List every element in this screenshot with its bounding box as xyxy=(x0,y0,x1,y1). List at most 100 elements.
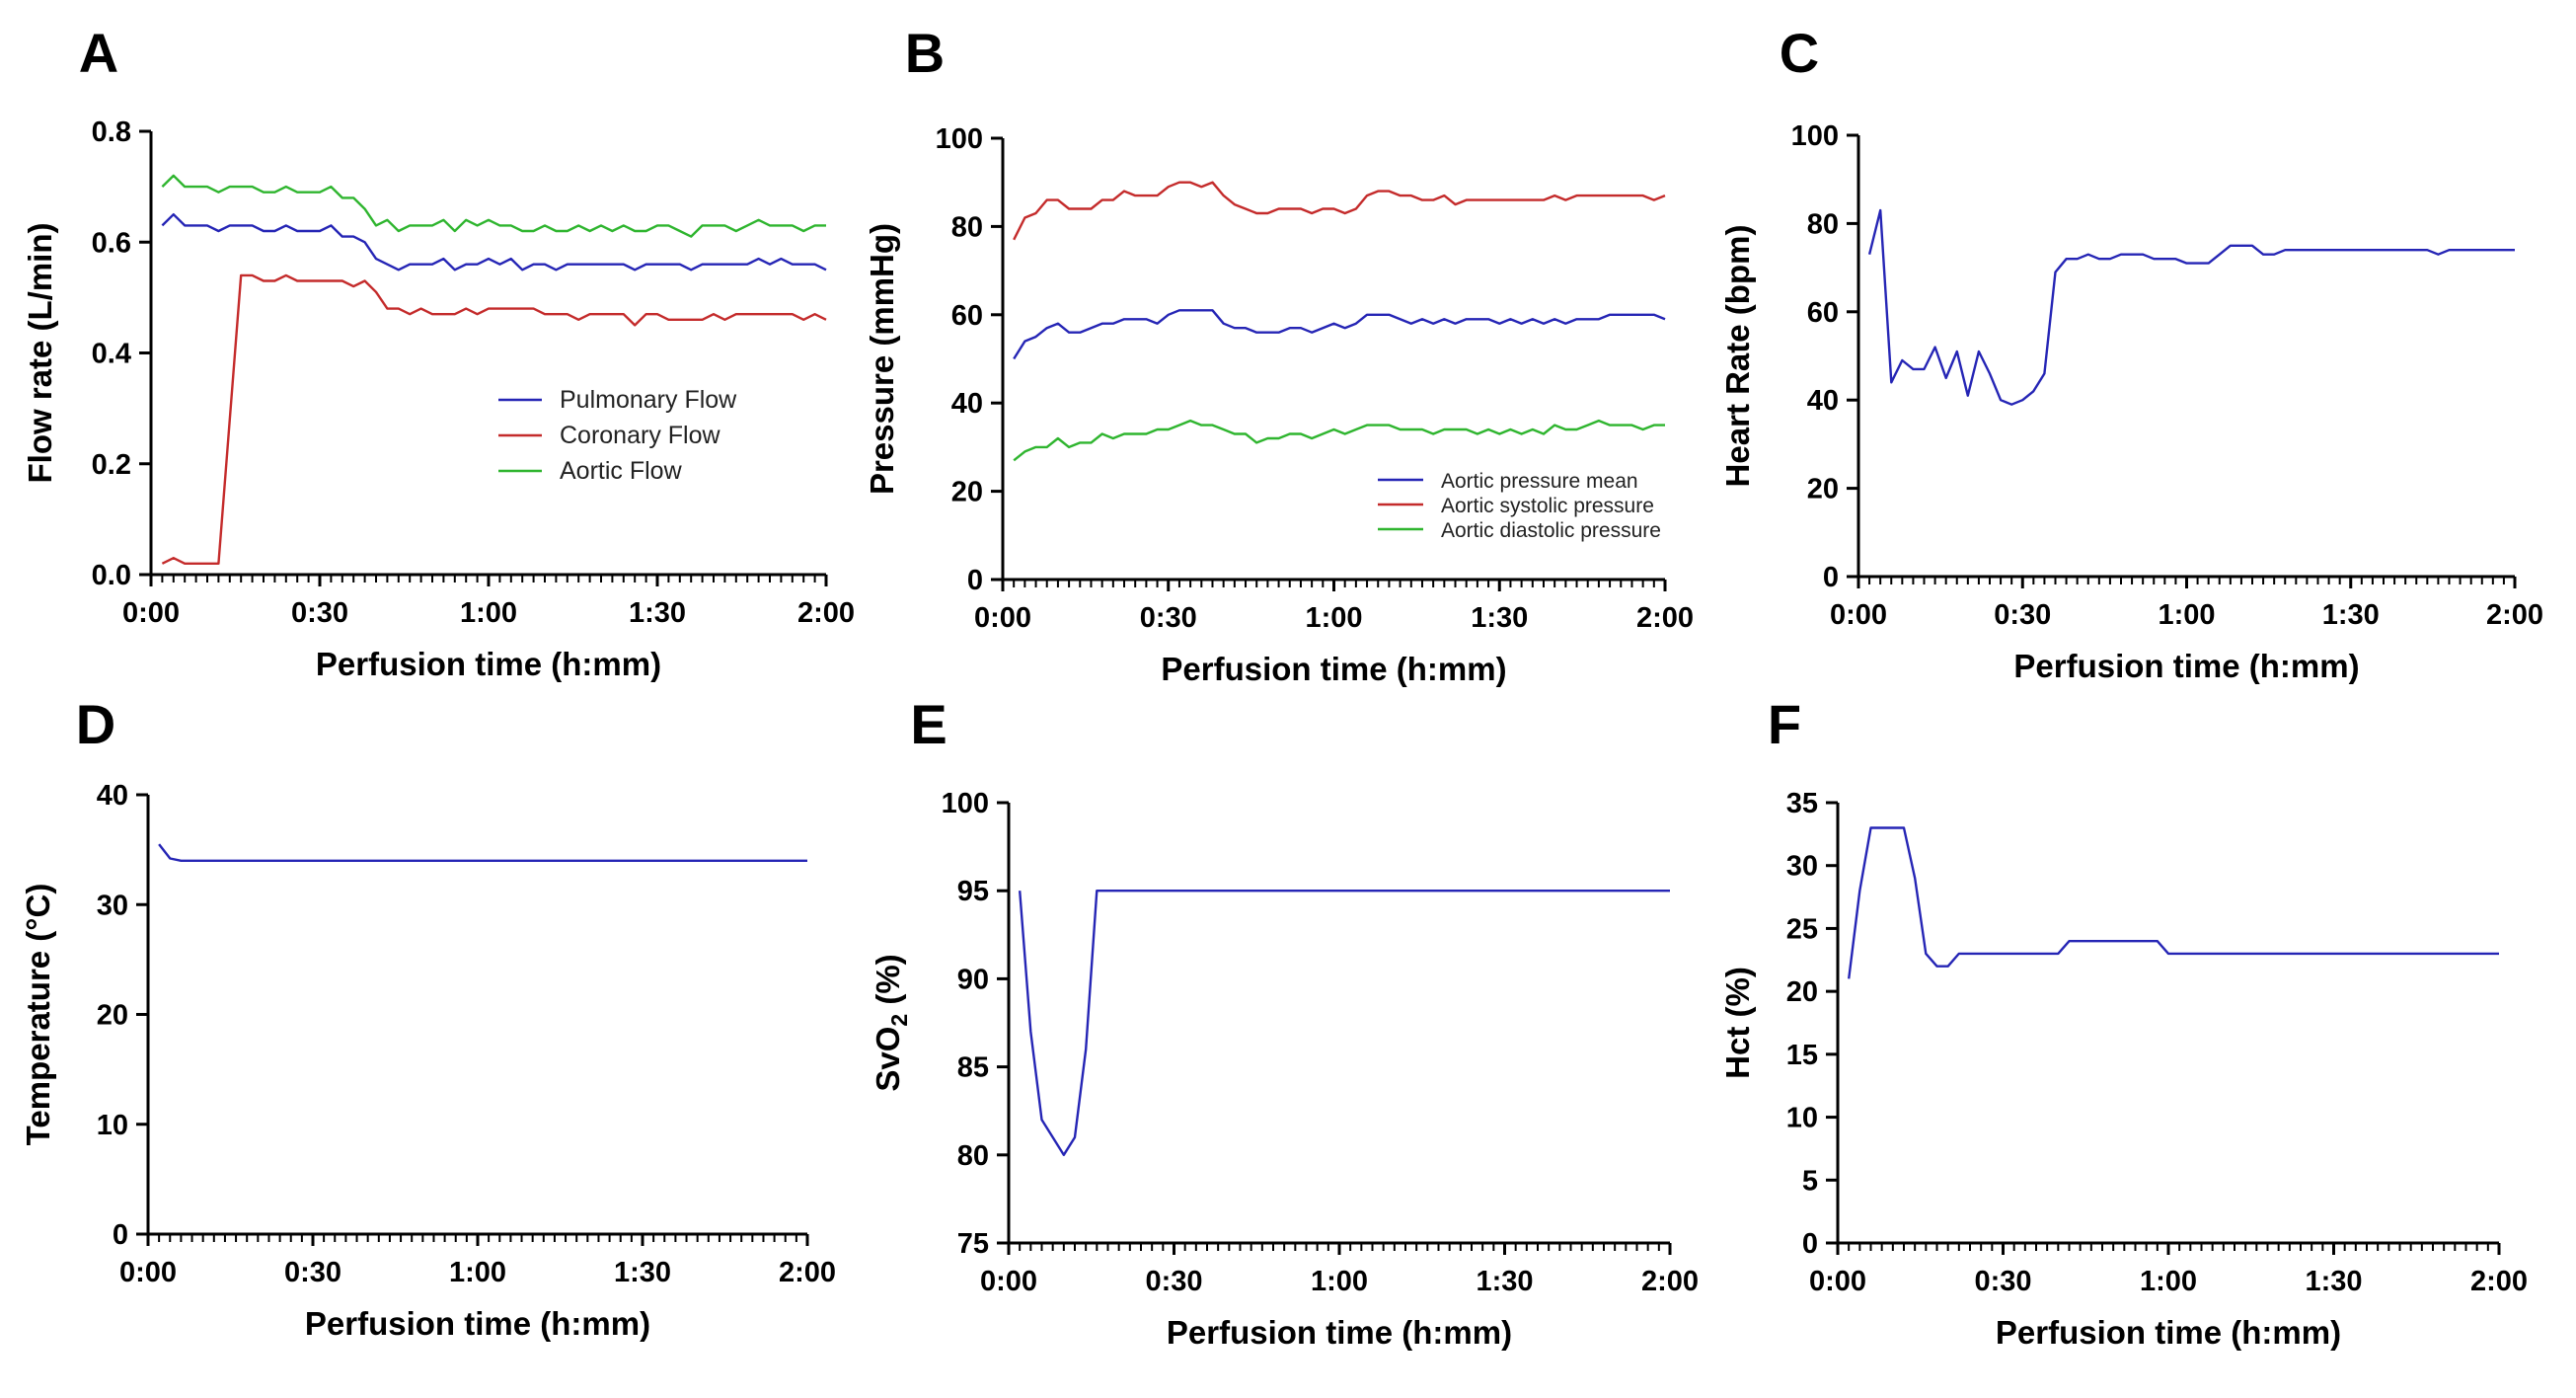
panel-letter-f: F xyxy=(1768,693,1801,755)
y-tick-label: 0 xyxy=(967,565,983,596)
x-tick-label: 2:00 xyxy=(2486,599,2543,631)
legend-entry: Aortic diastolic pressure xyxy=(1441,519,1661,542)
x-tick-label: 1:00 xyxy=(1311,1266,1368,1297)
panel-letter-d: D xyxy=(76,693,115,755)
y-tick-label: 60 xyxy=(1807,297,1839,329)
y-axis-title: Temperature (°C) xyxy=(20,884,56,1146)
x-tick-label: 1:00 xyxy=(2158,599,2215,631)
panel-f: F 0 5 10 15 20 25 30 35 0:00 0:30 1:00 1:30 2:00 Perfu… xyxy=(1719,693,2528,1351)
y-tick-label: 5 xyxy=(1802,1165,1818,1197)
x-axis-title: Perfusion time (h:mm) xyxy=(1167,1314,1512,1351)
y-axis-title-subscript: 2 xyxy=(886,1014,912,1027)
y-tick-label: 100 xyxy=(942,788,989,819)
y-axis-title-main: SvO xyxy=(870,1027,906,1092)
y-tick-label: 35 xyxy=(1786,788,1818,819)
x-tick-label: 0:00 xyxy=(119,1257,177,1288)
x-tick-label: 2:00 xyxy=(797,597,855,629)
x-tick-label: 0:30 xyxy=(284,1257,341,1288)
y-axis-title-unit: (%) xyxy=(870,954,906,1014)
y-tick-label: 0.2 xyxy=(92,449,131,481)
series-line-pulmonary-flow xyxy=(161,212,827,272)
x-tick-label: 2:00 xyxy=(1636,602,1694,634)
panel-e: E 75 80 85 90 95 100 0:00 0:30 1:00 1:30 2:00 Perfus… xyxy=(870,693,1699,1351)
series-line-coronary-flow xyxy=(161,273,827,565)
y-tick-label: 100 xyxy=(936,123,983,155)
panel-a: A 0.0 0.2 0.4 0.6 0.8 0:00 0:30 1:00 1:30 2:00 Perf… xyxy=(22,22,855,682)
y-axis-title: Heart Rate (bpm) xyxy=(1719,225,1756,488)
x-tick-label: 1:30 xyxy=(629,597,686,629)
x-tick-label: 0:30 xyxy=(1140,602,1197,634)
y-tick-label: 20 xyxy=(97,1000,128,1032)
legend-entry: Pulmonary Flow xyxy=(560,386,737,414)
series-line-aortic-pressure-mean xyxy=(1013,309,1666,360)
y-tick-label: 0.0 xyxy=(92,560,131,591)
x-tick-label: 2:00 xyxy=(2470,1266,2528,1297)
x-tick-label: 1:30 xyxy=(2305,1266,2362,1297)
x-axis-title: Perfusion time (h:mm) xyxy=(316,646,661,682)
x-tick-label: 0:00 xyxy=(1830,599,1887,631)
y-axis-title: Pressure (mmHg) xyxy=(864,223,900,495)
series-line-heart-rate xyxy=(1867,208,2515,406)
y-tick-label: 20 xyxy=(951,477,983,508)
x-tick-label: 0:30 xyxy=(1974,1266,2031,1297)
x-tick-label: 2:00 xyxy=(1641,1266,1699,1297)
legend-entry: Aortic pressure mean xyxy=(1441,470,1638,493)
y-tick-label: 15 xyxy=(1786,1040,1818,1071)
y-tick-label: 0.6 xyxy=(92,227,131,259)
y-tick-label: 40 xyxy=(1807,385,1839,417)
y-tick-label: 60 xyxy=(951,300,983,332)
x-tick-label: 1:30 xyxy=(614,1257,671,1288)
x-axis-title: Perfusion time (h:mm) xyxy=(1161,651,1506,687)
series-line-aortic-diastolic-pressure xyxy=(1013,419,1665,462)
x-tick-label: 0:30 xyxy=(1994,599,2051,631)
panel-letter-c: C xyxy=(1780,22,1819,84)
y-tick-label: 10 xyxy=(97,1110,128,1141)
series-line-svo2 xyxy=(1019,890,1670,1157)
y-tick-label: 0 xyxy=(1823,562,1839,593)
y-tick-label: 0.4 xyxy=(92,339,131,370)
x-tick-label: 0:00 xyxy=(1809,1266,1866,1297)
series-line-hct xyxy=(1848,826,2499,979)
x-tick-label: 0:30 xyxy=(1145,1266,1202,1297)
x-tick-label: 1:30 xyxy=(2322,599,2380,631)
y-tick-label: 40 xyxy=(97,780,128,812)
y-axis-title: Flow rate (L/min) xyxy=(22,223,58,484)
x-tick-label: 0:00 xyxy=(122,597,180,629)
panel-letter-b: B xyxy=(905,22,945,84)
y-axis-title: Hct (%) xyxy=(1719,967,1756,1079)
y-tick-label: 0 xyxy=(1802,1228,1818,1260)
panel-c: C 0 20 40 60 80 100 0:00 0:30 1:00 1:30 2:00 Perfusi… xyxy=(1719,22,2543,684)
legend: Pulmonary Flow Coronary Flow Aortic Flow xyxy=(498,386,737,485)
y-tick-label: 80 xyxy=(951,211,983,243)
series-line-temperature xyxy=(158,843,807,862)
y-tick-label: 25 xyxy=(1786,913,1818,945)
panel-letter-e: E xyxy=(910,693,947,755)
series-line-aortic-systolic-pressure xyxy=(1013,181,1666,241)
x-tick-label: 1:00 xyxy=(460,597,517,629)
legend-entry: Aortic Flow xyxy=(560,457,683,485)
y-tick-label: 0.8 xyxy=(92,116,131,148)
x-tick-label: 0:00 xyxy=(974,602,1031,634)
panel-b: B 0 20 40 60 80 100 0:00 0:30 1:00 1:30 2:00 Perfusi… xyxy=(864,22,1694,687)
y-tick-label: 0 xyxy=(113,1219,128,1251)
y-tick-label: 40 xyxy=(951,388,983,420)
x-tick-label: 2:00 xyxy=(779,1257,836,1288)
x-tick-label: 1:00 xyxy=(2140,1266,2197,1297)
y-tick-label: 95 xyxy=(957,876,989,907)
x-tick-label: 0:30 xyxy=(291,597,348,629)
x-axis-title: Perfusion time (h:mm) xyxy=(2013,648,2359,684)
y-tick-label: 100 xyxy=(1791,120,1839,152)
series-line-aortic-flow xyxy=(161,174,826,238)
y-tick-label: 90 xyxy=(957,964,989,995)
x-tick-label: 1:30 xyxy=(1476,1266,1533,1297)
x-tick-label: 1:00 xyxy=(1305,602,1362,634)
x-tick-label: 1:00 xyxy=(449,1257,506,1288)
x-axis-title: Perfusion time (h:mm) xyxy=(1996,1314,2341,1351)
legend-entry: Coronary Flow xyxy=(560,422,720,449)
y-tick-label: 30 xyxy=(1786,851,1818,883)
x-axis-title: Perfusion time (h:mm) xyxy=(305,1305,650,1342)
legend-entry: Aortic systolic pressure xyxy=(1441,495,1654,517)
